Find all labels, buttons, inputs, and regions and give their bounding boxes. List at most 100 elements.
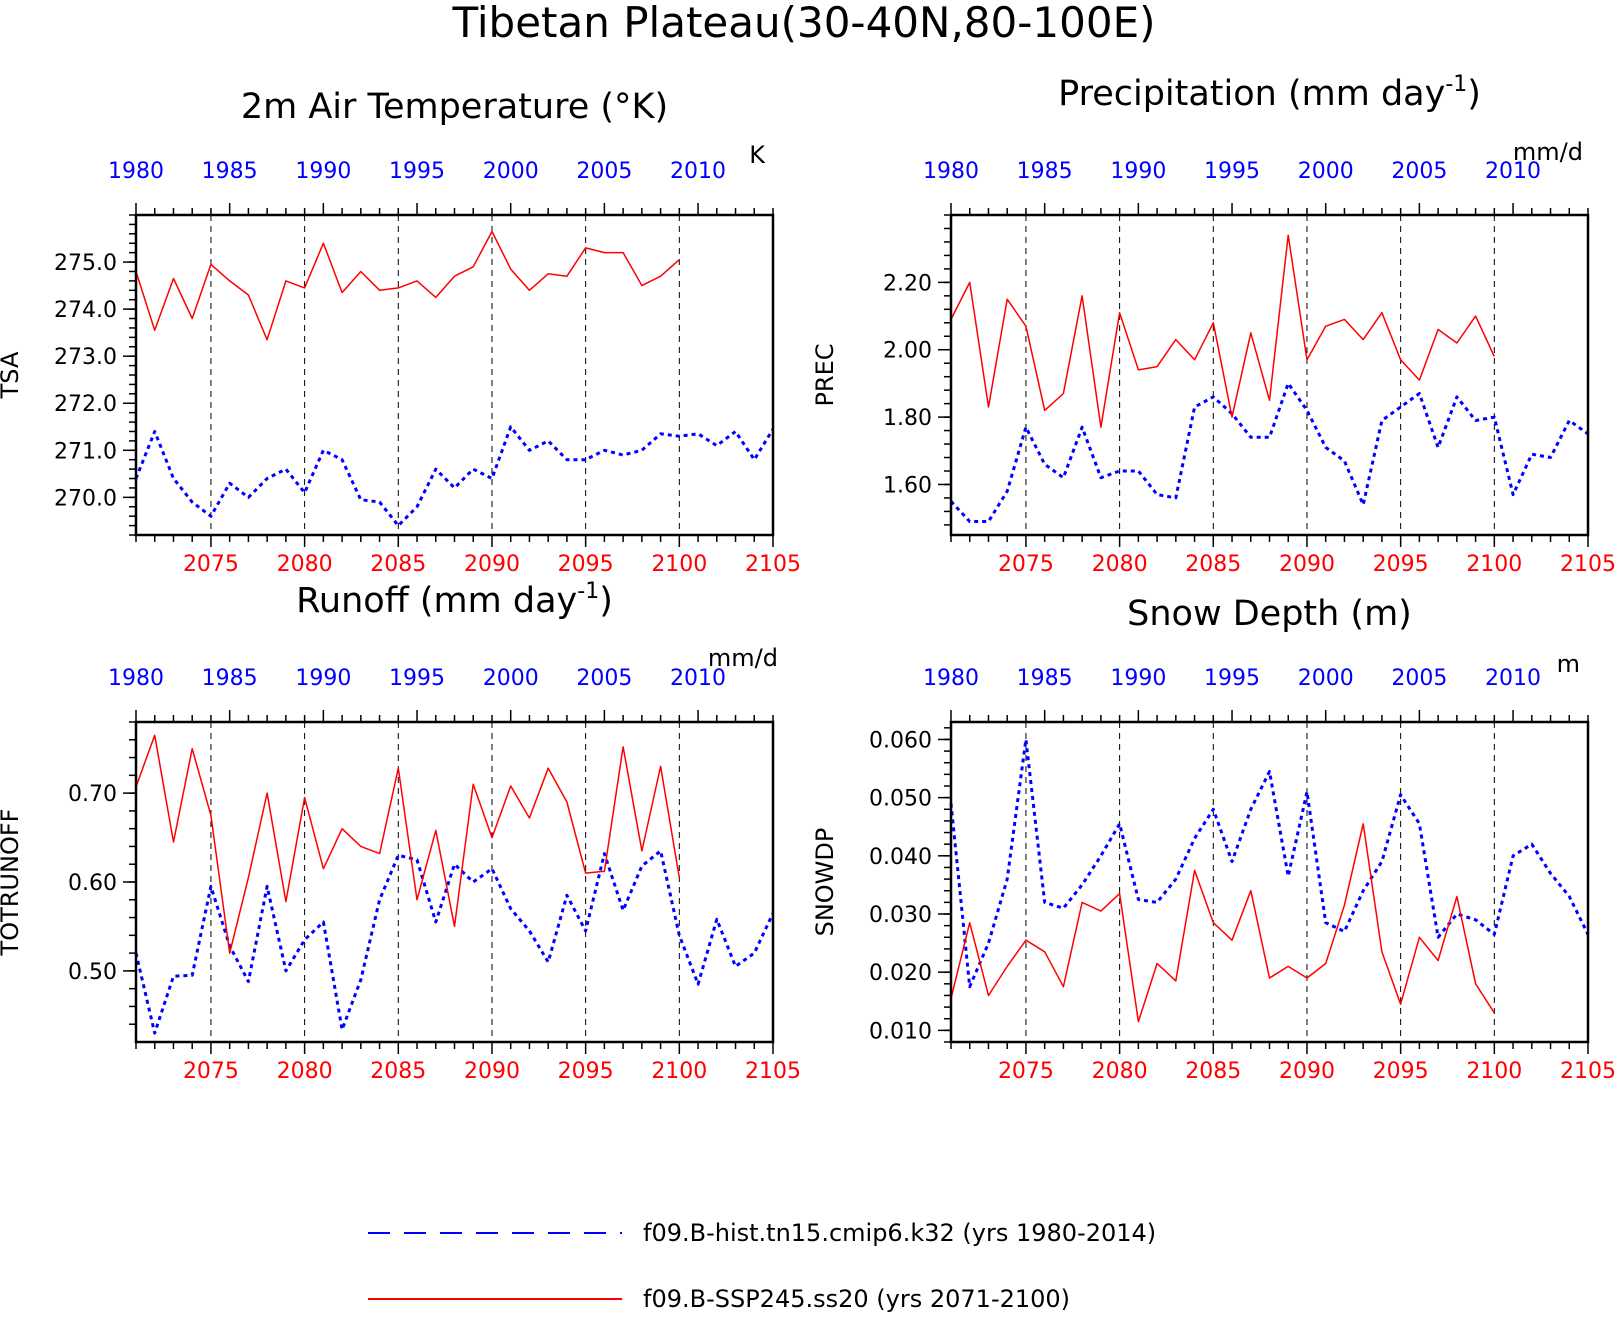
top-x-tick-label: 1980	[108, 159, 164, 184]
top-x-tick-label: 1985	[202, 159, 258, 184]
top-x-tick-label: 2010	[670, 159, 726, 184]
y-tick-label: 2.20	[883, 271, 932, 296]
x-tick-label: 2085	[370, 1059, 426, 1084]
top-x-tick-label: 1995	[1204, 159, 1260, 184]
legend: f09.B-hist.tn15.cmip6.k32 (yrs 1980-2014…	[368, 1219, 1156, 1313]
top-x-tick-label: 1990	[295, 666, 351, 691]
x-tick-label: 2095	[1373, 1059, 1429, 1084]
top-x-tick-label: 1995	[389, 159, 445, 184]
panel-3: Runoff (mm day-1) mm/d TOTRUNOFF 2075 2080 20…	[0, 579, 801, 1084]
panel-title-sup: -1	[1445, 72, 1467, 97]
panel-title: Snow Depth (m)	[1127, 594, 1412, 634]
legend-hist-label: f09.B-hist.tn15.cmip6.k32 (yrs 1980-2014…	[643, 1219, 1156, 1247]
x-tick-label: 2095	[558, 1059, 614, 1084]
top-x-tick-label: 1990	[1110, 666, 1166, 691]
x-tick-label: 2095	[558, 552, 614, 577]
top-x-tick-label: 1985	[1017, 666, 1073, 691]
x-tick-label: 2080	[277, 1059, 333, 1084]
y-tick-label: 273.0	[54, 345, 117, 370]
panel-1: 2m Air Temperature (°K) K TSA 2075 2080 2085 2…	[0, 87, 801, 577]
y-tick-label: 0.060	[869, 728, 932, 753]
panel-title-text: Precipitation (mm day	[1058, 74, 1445, 114]
panel-title: Runoff (mm day-1)	[296, 579, 613, 621]
y-tick-label: 0.030	[869, 903, 932, 928]
x-tick-label: 2080	[277, 552, 333, 577]
legend-ssp-label: f09.B-SSP245.ss20 (yrs 2071-2100)	[643, 1285, 1070, 1313]
top-x-tick-label: 1995	[1204, 666, 1260, 691]
top-x-tick-label: 2010	[1485, 159, 1541, 184]
top-x-tick-label: 2005	[576, 666, 632, 691]
top-x-tick-label: 1990	[295, 159, 351, 184]
x-tick-label: 2105	[1560, 1059, 1616, 1084]
top-x-tick-label: 2010	[1485, 666, 1541, 691]
x-tick-label: 2085	[1185, 552, 1241, 577]
y-axis-label: TOTRUNOFF	[0, 809, 24, 957]
series-line-hist	[134, 425, 775, 528]
y-tick-label: 270.0	[54, 486, 117, 511]
panels: 2m Air Temperature (°K) K TSA 2075 2080 2085 2…	[0, 72, 1616, 1084]
units-label: mm/d	[708, 644, 778, 672]
panel-title: Precipitation (mm day-1)	[1058, 72, 1481, 114]
y-tick-label: 272.0	[54, 392, 117, 417]
plot-frame	[949, 720, 1590, 1044]
top-x-tick-label: 1985	[202, 666, 258, 691]
x-tick-label: 2075	[998, 552, 1054, 577]
x-tick-label: 2100	[651, 1059, 707, 1084]
top-x-tick-label: 2000	[483, 666, 539, 691]
units-label: K	[749, 141, 766, 169]
x-tick-label: 2080	[1092, 552, 1148, 577]
x-tick-label: 2085	[370, 552, 426, 577]
units-label: m	[1557, 650, 1580, 678]
plot-frame	[949, 213, 1590, 537]
panel-title-sup: -1	[577, 579, 599, 604]
x-tick-label: 2085	[1185, 1059, 1241, 1084]
top-x-tick-label: 1995	[389, 666, 445, 691]
top-x-tick-label: 2005	[1391, 159, 1447, 184]
x-tick-label: 2105	[745, 552, 801, 577]
x-tick-label: 2075	[998, 1059, 1054, 1084]
x-tick-label: 2100	[1466, 552, 1522, 577]
panel-title-text: Snow Depth (m)	[1127, 594, 1412, 634]
x-tick-label: 2100	[1466, 1059, 1522, 1084]
units-label: mm/d	[1513, 138, 1583, 166]
y-tick-label: 0.70	[68, 782, 117, 807]
series-line-ssp	[950, 234, 1495, 428]
y-tick-label: 0.020	[869, 961, 932, 986]
top-x-tick-label: 2005	[576, 159, 632, 184]
y-axis-label: TSA	[0, 351, 24, 399]
panel-title-end: )	[599, 581, 613, 621]
panel-title-end: )	[1467, 74, 1481, 114]
top-x-tick-label: 2010	[670, 666, 726, 691]
x-tick-label: 2090	[464, 1059, 520, 1084]
top-x-tick-label: 1980	[923, 666, 979, 691]
x-tick-label: 2075	[183, 552, 239, 577]
top-x-tick-label: 2000	[1298, 666, 1354, 691]
top-x-tick-label: 1980	[923, 159, 979, 184]
series-line-hist	[949, 738, 1590, 989]
figure-title: Tibetan Plateau(30-40N,80-100E)	[452, 0, 1156, 47]
y-tick-label: 271.0	[54, 439, 117, 464]
series-line-hist	[949, 381, 1589, 523]
y-tick-label: 274.0	[54, 298, 117, 323]
top-x-tick-label: 1985	[1017, 159, 1073, 184]
y-tick-label: 1.60	[883, 473, 932, 498]
x-tick-label: 2100	[651, 552, 707, 577]
top-x-tick-label: 1980	[108, 666, 164, 691]
series-line-ssp	[135, 230, 680, 341]
x-tick-label: 2105	[1560, 552, 1616, 577]
top-x-tick-label: 2000	[483, 159, 539, 184]
x-tick-label: 2090	[464, 552, 520, 577]
y-tick-label: 275.0	[54, 251, 117, 276]
y-tick-label: 0.040	[869, 845, 932, 870]
x-tick-label: 2105	[745, 1059, 801, 1084]
series-line-ssp	[135, 734, 681, 954]
x-tick-label: 2075	[183, 1059, 239, 1084]
y-tick-label: 0.60	[68, 871, 117, 896]
panel-2: Precipitation (mm day-1) mm/d PREC 2075 2080…	[811, 72, 1616, 577]
y-tick-label: 0.050	[869, 787, 932, 812]
x-tick-label: 2080	[1092, 1059, 1148, 1084]
y-tick-label: 0.50	[68, 960, 117, 985]
y-tick-label: 0.010	[869, 1019, 932, 1044]
top-x-tick-label: 2000	[1298, 159, 1354, 184]
